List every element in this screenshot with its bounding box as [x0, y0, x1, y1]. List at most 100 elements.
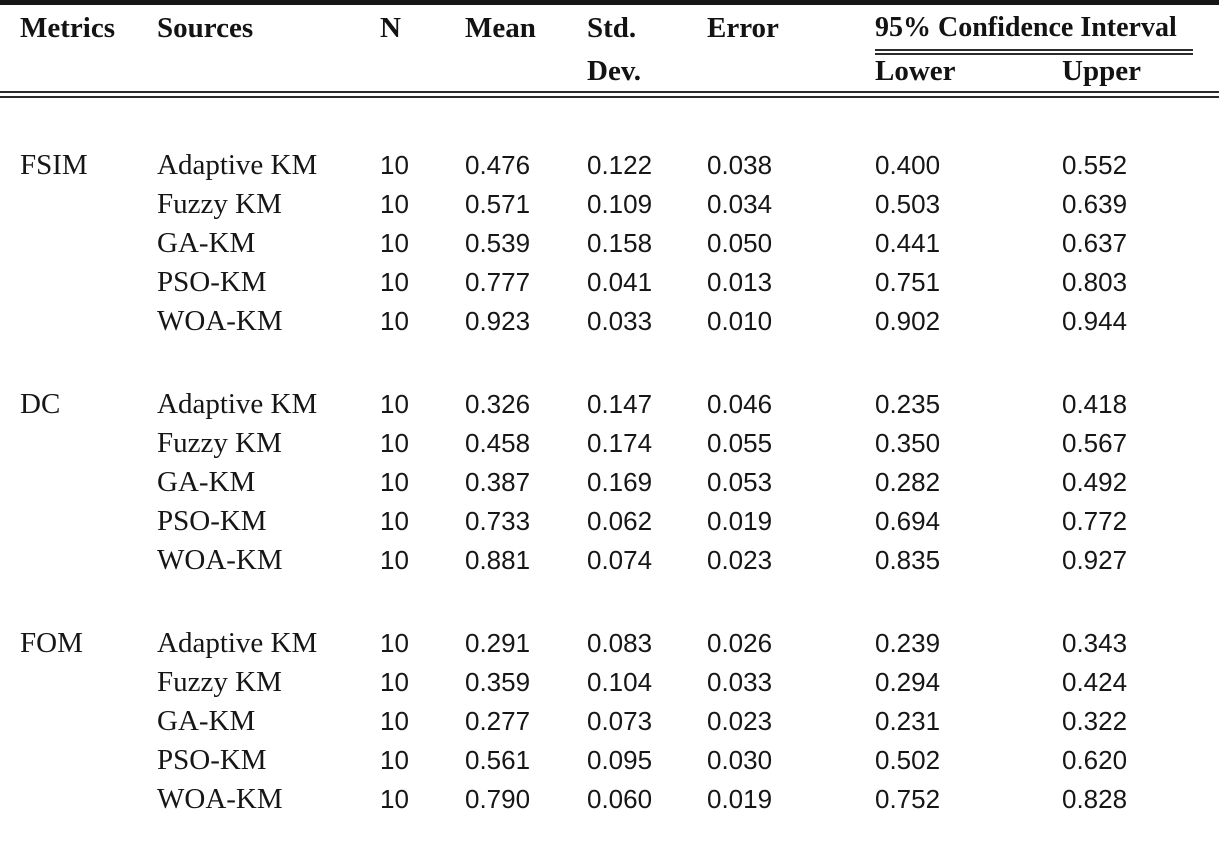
error-value: 0.023	[707, 706, 773, 736]
mean-value: 0.571	[465, 189, 531, 219]
n-value: 10	[380, 667, 409, 697]
source-label: GA-KM	[157, 227, 256, 259]
metric-label	[0, 541, 157, 580]
ci-lower-value: 0.902	[875, 306, 941, 336]
ci-upper-value: 0.927	[1062, 545, 1128, 575]
ci-upper-value: 0.772	[1062, 506, 1128, 536]
col-header-dev: Dev.	[587, 55, 707, 98]
col-header-std: Std.	[587, 12, 637, 44]
table-row: Fuzzy KM 10 0.359 0.104 0.033 0.294 0.424	[0, 663, 1219, 702]
source-label: GA-KM	[157, 705, 256, 737]
mean-value: 0.458	[465, 428, 531, 458]
error-value: 0.034	[707, 189, 773, 219]
mean-value: 0.777	[465, 267, 531, 297]
col-header-confidence-interval: 95% Confidence Interval	[875, 3, 1219, 55]
metric-label	[0, 780, 157, 819]
mean-value: 0.291	[465, 628, 531, 658]
error-value: 0.013	[707, 267, 773, 297]
source-label: PSO-KM	[157, 744, 267, 776]
ci-upper-value: 0.637	[1062, 228, 1128, 258]
metric-label	[0, 463, 157, 502]
col-header-error: Error	[707, 12, 779, 44]
std-dev-value: 0.041	[587, 267, 653, 297]
ci-upper-value: 0.492	[1062, 467, 1128, 497]
table-row: WOA-KM 10 0.923 0.033 0.010 0.902 0.944	[0, 302, 1219, 341]
error-value: 0.030	[707, 745, 773, 775]
ci-lower-value: 0.235	[875, 389, 941, 419]
table-row: FOM Adaptive KM 10 0.291 0.083 0.026 0.239 0.34…	[0, 624, 1219, 663]
metric-label	[0, 263, 157, 302]
source-label: PSO-KM	[157, 266, 267, 298]
table-row: Fuzzy KM 10 0.458 0.174 0.055 0.350 0.567	[0, 424, 1219, 463]
header-row-1: Metrics Sources N Mean Std. Error 95% Co…	[0, 3, 1219, 55]
n-value: 10	[380, 389, 409, 419]
error-value: 0.055	[707, 428, 773, 458]
table-row: PSO-KM 10 0.777 0.041 0.013 0.751 0.803	[0, 263, 1219, 302]
ci-lower-value: 0.751	[875, 267, 941, 297]
ci-lower-value: 0.294	[875, 667, 941, 697]
spacer-cell	[0, 580, 1219, 624]
std-dev-value: 0.095	[587, 745, 653, 775]
source-label: GA-KM	[157, 466, 256, 498]
ci-upper-value: 0.322	[1062, 706, 1128, 736]
table-row: GA-KM 10 0.387 0.169 0.053 0.282 0.492	[0, 463, 1219, 502]
table-row: WOA-KM 10 0.790 0.060 0.019 0.752 0.828	[0, 780, 1219, 819]
table-row: FSIM Adaptive KM 10 0.476 0.122 0.038 0.400 0.5…	[0, 146, 1219, 185]
spacer-row	[0, 580, 1219, 624]
std-dev-value: 0.109	[587, 189, 653, 219]
ci-lower-value: 0.752	[875, 784, 941, 814]
metric-label	[0, 502, 157, 541]
mean-value: 0.277	[465, 706, 531, 736]
metric-label: DC	[20, 388, 61, 420]
ci-lower-value: 0.835	[875, 545, 941, 575]
n-value: 10	[380, 628, 409, 658]
spacer-cell	[0, 95, 1219, 147]
header-spacer-cell	[380, 55, 465, 98]
std-dev-value: 0.033	[587, 306, 653, 336]
header-spacer-cell	[465, 55, 587, 98]
ci-lower-value: 0.441	[875, 228, 941, 258]
ci-lower-value: 0.282	[875, 467, 941, 497]
header-spacer-cell	[707, 55, 875, 98]
n-value: 10	[380, 428, 409, 458]
source-label: WOA-KM	[157, 305, 283, 337]
error-value: 0.026	[707, 628, 773, 658]
mean-value: 0.539	[465, 228, 531, 258]
n-value: 10	[380, 467, 409, 497]
ci-lower-value: 0.502	[875, 745, 941, 775]
ci-upper-value: 0.620	[1062, 745, 1128, 775]
table-header: Metrics Sources N Mean Std. Error 95% Co…	[0, 3, 1219, 98]
std-dev-value: 0.083	[587, 628, 653, 658]
ci-lower-value: 0.400	[875, 150, 941, 180]
std-dev-value: 0.122	[587, 150, 653, 180]
mean-value: 0.387	[465, 467, 531, 497]
source-label: Adaptive KM	[157, 627, 318, 659]
ci-upper-value: 0.552	[1062, 150, 1128, 180]
mean-value: 0.733	[465, 506, 531, 536]
spacer-cell	[0, 341, 1219, 385]
mean-value: 0.476	[465, 150, 531, 180]
n-value: 10	[380, 267, 409, 297]
metric-label	[0, 663, 157, 702]
mean-value: 0.790	[465, 784, 531, 814]
col-header-n: N	[380, 12, 401, 44]
col-header-mean: Mean	[465, 12, 536, 44]
mean-value: 0.923	[465, 306, 531, 336]
ci-upper-value: 0.343	[1062, 628, 1128, 658]
error-value: 0.033	[707, 667, 773, 697]
n-value: 10	[380, 228, 409, 258]
spacer-row	[0, 341, 1219, 385]
source-label: Fuzzy KM	[157, 666, 282, 698]
ci-lower-value: 0.231	[875, 706, 941, 736]
mean-value: 0.561	[465, 745, 531, 775]
mean-value: 0.359	[465, 667, 531, 697]
ci-upper-value: 0.567	[1062, 428, 1128, 458]
mean-value: 0.326	[465, 389, 531, 419]
header-row-2: Dev. Lower Upper	[0, 55, 1219, 98]
ci-lower-value: 0.239	[875, 628, 941, 658]
metric-label	[0, 741, 157, 780]
col-header-sources: Sources	[157, 12, 254, 44]
ci-lower-value: 0.503	[875, 189, 941, 219]
